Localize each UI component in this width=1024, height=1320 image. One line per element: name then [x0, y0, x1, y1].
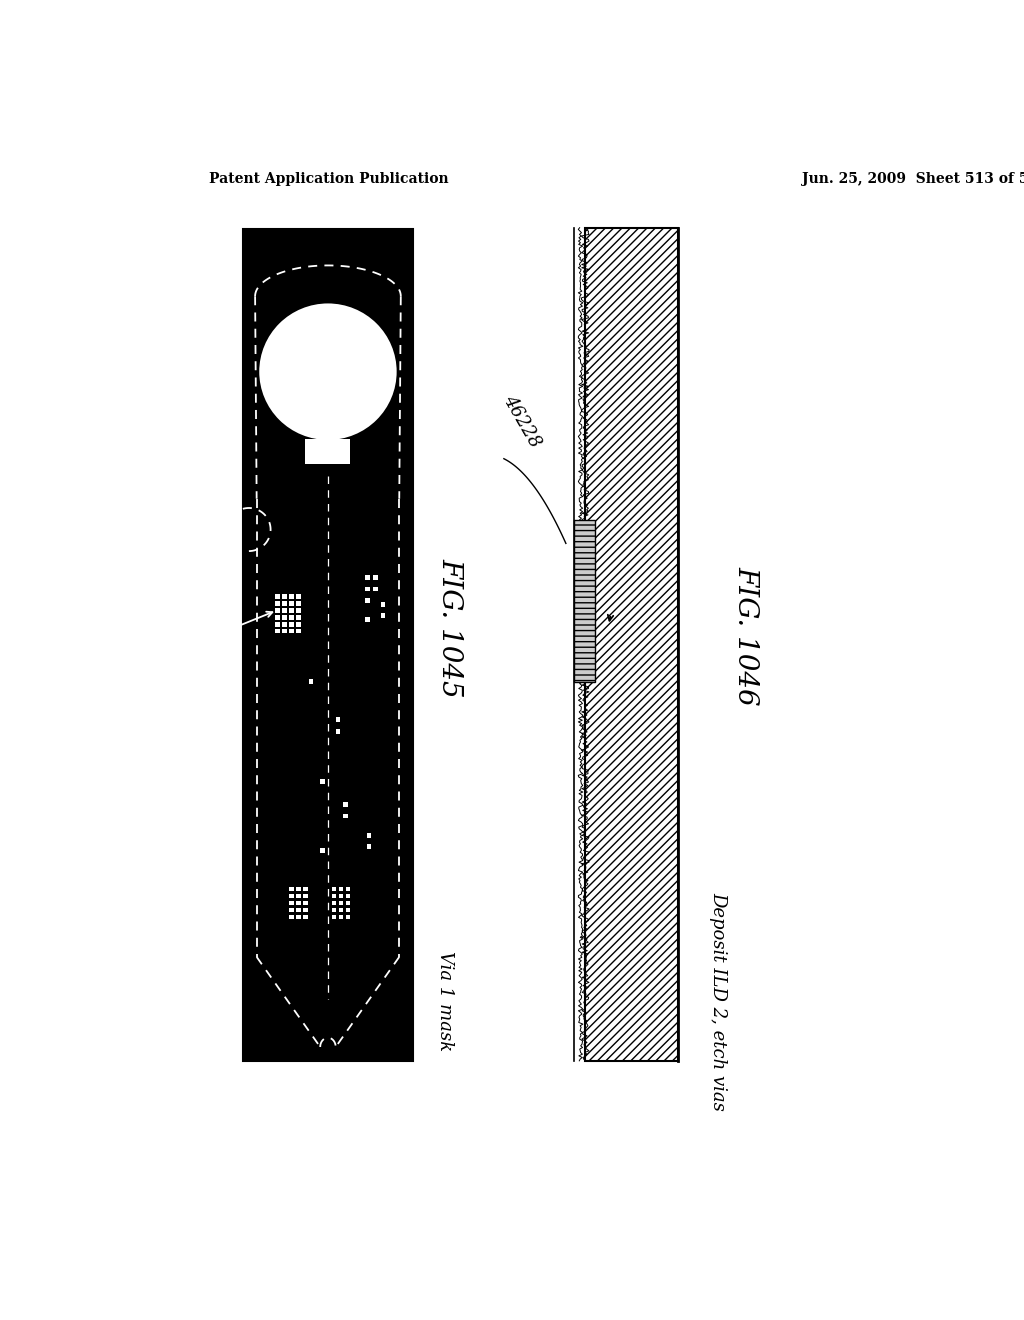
Bar	[275, 594, 280, 599]
Bar	[283, 615, 287, 619]
Bar	[243, 230, 414, 1061]
Bar	[586, 228, 678, 1061]
Bar	[366, 598, 370, 603]
Bar	[346, 900, 350, 906]
Bar	[373, 576, 378, 579]
Bar	[283, 609, 287, 612]
Bar	[339, 900, 343, 906]
Bar	[289, 908, 294, 912]
Bar	[346, 887, 350, 891]
Bar	[275, 628, 280, 634]
Bar	[296, 894, 301, 899]
Bar	[332, 908, 337, 912]
Bar	[296, 915, 301, 919]
Bar	[289, 915, 294, 919]
Bar	[303, 900, 308, 906]
Bar	[336, 718, 340, 722]
Bar	[296, 615, 301, 619]
Circle shape	[258, 302, 397, 441]
Bar	[296, 622, 301, 627]
Bar	[332, 900, 337, 906]
Bar	[339, 908, 343, 912]
Bar	[373, 586, 378, 591]
Bar	[275, 622, 280, 627]
Bar	[303, 915, 308, 919]
Bar	[332, 887, 337, 891]
Bar	[296, 594, 301, 599]
Bar	[289, 615, 294, 619]
Bar	[283, 601, 287, 606]
Bar	[289, 601, 294, 606]
Bar	[366, 586, 370, 591]
Bar	[321, 779, 325, 784]
Bar	[367, 833, 372, 838]
Bar	[283, 628, 287, 634]
Bar	[303, 894, 308, 899]
Text: Via 1 mask: Via 1 mask	[436, 952, 455, 1052]
Text: FIG. 1045: FIG. 1045	[436, 558, 464, 698]
Bar	[339, 887, 343, 891]
Bar	[289, 609, 294, 612]
Bar	[308, 678, 313, 684]
Bar	[296, 908, 301, 912]
Bar	[296, 887, 301, 891]
Bar	[343, 803, 348, 807]
Bar	[275, 609, 280, 612]
Bar	[289, 894, 294, 899]
Bar	[381, 614, 385, 618]
Bar	[346, 894, 350, 899]
Text: FIG. 1046: FIG. 1046	[732, 566, 760, 706]
Bar	[275, 601, 280, 606]
Bar	[346, 915, 350, 919]
Bar	[339, 915, 343, 919]
Bar	[296, 609, 301, 612]
Bar	[346, 908, 350, 912]
Bar	[289, 622, 294, 627]
Bar	[283, 622, 287, 627]
Bar	[283, 594, 287, 599]
Bar	[289, 628, 294, 634]
Bar	[296, 601, 301, 606]
Text: Patent Application Publication: Patent Application Publication	[209, 172, 449, 186]
Bar	[275, 615, 280, 619]
Text: 46228: 46228	[500, 392, 545, 451]
Bar	[573, 520, 595, 682]
Bar	[303, 908, 308, 912]
Bar	[366, 576, 370, 579]
Bar	[296, 900, 301, 906]
Bar	[305, 440, 350, 465]
Bar	[339, 894, 343, 899]
Text: Deposit ILD 2, etch vias: Deposit ILD 2, etch vias	[710, 892, 727, 1111]
Bar	[289, 594, 294, 599]
Bar	[366, 618, 370, 622]
Text: Jun. 25, 2009  Sheet 513 of 564   US 2009/0160910 A1: Jun. 25, 2009 Sheet 513 of 564 US 2009/0…	[802, 172, 1024, 186]
Bar	[367, 845, 372, 849]
Bar	[332, 894, 337, 899]
Bar	[303, 887, 308, 891]
Bar	[296, 628, 301, 634]
Bar	[381, 602, 385, 607]
Bar	[321, 849, 325, 853]
Bar	[336, 729, 340, 734]
Bar	[289, 900, 294, 906]
Bar	[289, 887, 294, 891]
Bar	[332, 915, 337, 919]
Bar	[343, 813, 348, 818]
